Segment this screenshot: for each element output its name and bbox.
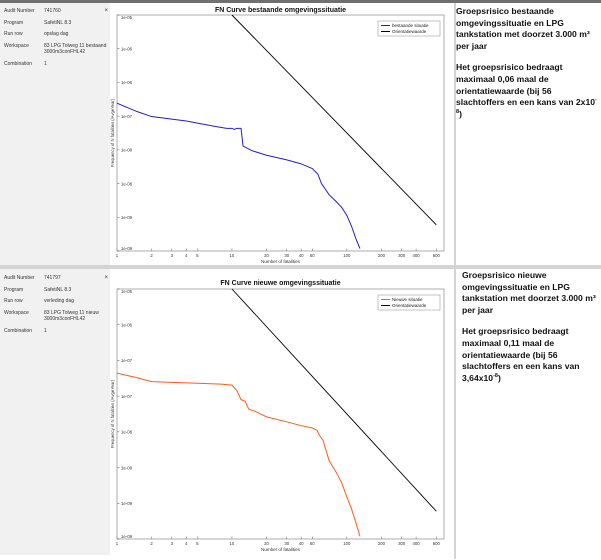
x-tick-label: 600 <box>433 253 441 258</box>
plot-area <box>116 14 445 252</box>
fn-chart-1: FN Curve bestaande omgevingssituatie 1e-0… <box>110 3 454 265</box>
x-tick-label: 4 <box>185 253 188 258</box>
x-tick-label: 20 <box>264 253 269 258</box>
x-tick-label: 30 <box>284 253 289 258</box>
meta-row: Audit Number 741797 <box>4 275 61 281</box>
x-tick-label: 3 <box>171 253 174 258</box>
vertical-separator <box>454 3 456 265</box>
legend-label: Orientatiewaarde <box>392 29 427 34</box>
x-tick-label: 20 <box>264 541 269 546</box>
meta-row: Workspace 83 LPG Tolweg 11 bestaand 3000m… <box>4 42 107 56</box>
x-tick-label: 5 <box>196 253 199 258</box>
legend-label: bestaande situatie <box>392 23 429 28</box>
x-tick-label: 4 <box>185 541 188 546</box>
x-tick-label: 30 <box>284 541 289 546</box>
y-tick-label: 1e-05 <box>121 289 133 294</box>
x-tick-label: 200 <box>378 541 386 546</box>
x-tick-label: 400 <box>412 541 420 546</box>
legend-label: Orientatiewaarde <box>392 303 427 308</box>
y-axis-label: Frequency of N fatalities (/AvgeYear) <box>110 379 115 448</box>
x-tick-label: 3 <box>171 541 174 546</box>
y-axis-label: Frequency of N fatalities (/AvgeYear) <box>110 98 115 167</box>
x-tick-label: 300 <box>398 541 406 546</box>
fn-chart-svg: FN Curve nieuwe omgevingssituatie 1e-05 1e… <box>110 280 445 552</box>
note-title: Groepsrisico bestaande omgevingssituatie… <box>456 6 590 51</box>
x-tick-label: 10 <box>230 253 235 258</box>
chart-title: FN Curve bestaande omgevingssituatie <box>215 7 346 14</box>
y-tick-label: 1e-06 <box>121 47 133 52</box>
y-tick-label: 1e-06 <box>121 80 133 85</box>
note-2: Groepsrisico nieuwe omgevingssituatie en… <box>462 270 598 394</box>
legend-box <box>377 294 441 311</box>
meta-row: Combination 1 <box>4 60 47 67</box>
x-tick-label: 1 <box>116 541 119 546</box>
legend-box <box>377 20 441 37</box>
x-tick-label: 40 <box>299 253 304 258</box>
x-tick-label: 200 <box>378 253 386 258</box>
x-tick-label: 600 <box>433 541 441 546</box>
legend-label: Nieuwe situatie <box>392 297 423 302</box>
meta-row: Program SafetiNL 8.3 <box>4 19 72 26</box>
x-tick-label: 300 <box>398 253 406 258</box>
meta-panel-2: × Audit Number 741797 Program SafetiNL 8.3… <box>4 275 108 339</box>
series-line <box>231 288 437 512</box>
chart-title: FN Curve nieuwe omgevingssituatie <box>220 280 340 287</box>
meta-row: Run row verleding dag <box>4 298 75 304</box>
series-line <box>116 372 361 537</box>
y-tick-label: 1e-09 <box>121 215 133 220</box>
y-tick-label: 1e-09 <box>121 501 133 506</box>
x-tick-label: 400 <box>412 253 420 258</box>
x-tick-label: 100 <box>343 253 351 258</box>
x-tick-label: 50 <box>310 541 315 546</box>
series-line <box>231 14 437 226</box>
y-tick-label: 1e-07 <box>121 358 133 363</box>
note-1: Groepsrisico bestaande omgevingssituatie… <box>456 6 598 130</box>
window-top-bar <box>0 0 601 3</box>
plot-area <box>116 288 445 540</box>
y-tick-label: 1e-08 <box>121 181 133 186</box>
fn-chart-svg: FN Curve bestaande omgevingssituatie 1e-0… <box>110 7 445 264</box>
x-axis-label: Number of fatalities <box>261 547 301 552</box>
meta-row: Workspace 83 LPG Tolweg 11 nieuw 3000m3co… <box>4 309 99 323</box>
meta-row: Program SafetiNL 8.3 <box>4 286 72 293</box>
y-tick-label: 1e-08 <box>121 148 133 153</box>
vertical-separator <box>454 269 456 559</box>
x-tick-label: 2 <box>150 253 153 258</box>
meta-row: Run row opslag dag <box>4 31 69 37</box>
series-line <box>116 102 361 249</box>
y-tick-label: 1e-07 <box>121 394 133 399</box>
meta-panel-background <box>0 269 110 555</box>
x-tick-label: 1 <box>116 253 119 258</box>
close-icon[interactable]: × <box>104 275 108 281</box>
horizontal-separator <box>0 265 601 269</box>
note-title: Groepsrisico nieuwe omgevingssituatie en… <box>462 270 596 315</box>
note-body: Het groepsrisico bedraagt maximaal 0,06 … <box>456 62 597 119</box>
y-tick-label: 1e-07 <box>121 114 133 119</box>
fn-chart-2: FN Curve nieuwe omgevingssituatie 1e-05 1e… <box>110 269 454 555</box>
y-tick-label: 1e-06 <box>121 323 133 328</box>
x-axis-label: Number of fatalities <box>261 259 301 264</box>
y-tick-label: 1e-05 <box>121 15 133 20</box>
x-tick-label: 5 <box>196 541 199 546</box>
y-tick-label: 1e-08 <box>121 430 133 435</box>
close-icon[interactable]: × <box>104 8 108 14</box>
x-tick-label: 100 <box>343 541 351 546</box>
y-tick-label: 1e-09 <box>121 534 133 539</box>
meta-row: Combination 1 <box>4 327 47 334</box>
meta-row: Audit Number 741760 <box>4 8 61 14</box>
y-tick-label: 1e-09 <box>121 246 133 251</box>
meta-panel-1: × Audit Number 741760 Program SafetiNL 8.3… <box>4 8 108 72</box>
x-tick-label: 2 <box>150 541 153 546</box>
x-tick-label: 40 <box>299 541 304 546</box>
y-tick-label: 1e-08 <box>121 465 133 470</box>
x-tick-label: 10 <box>230 541 235 546</box>
note-body: Het groepsrisico bedraagt maximaal 0,11 … <box>462 326 580 383</box>
x-tick-label: 50 <box>310 253 315 258</box>
meta-panel-background <box>0 3 110 265</box>
